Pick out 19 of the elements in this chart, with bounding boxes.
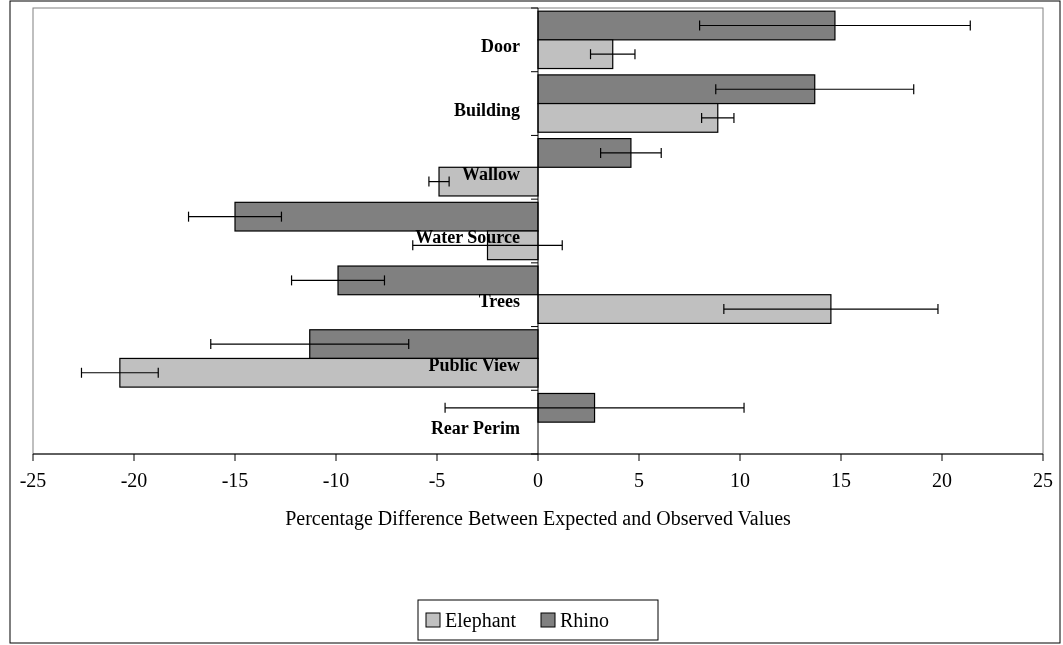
x-tick-label: -10 [322,469,350,491]
x-axis-title: Percentage Difference Between Expected and Observed Values [285,507,792,530]
x-tick-label: -5 [428,469,446,491]
x-tick-label: -15 [221,469,249,491]
x-tick-label: 5 [634,469,644,491]
legend-label: Rhino [560,609,609,631]
legend-label: Elephant [445,609,517,632]
x-tick-label: 10 [730,469,750,491]
x-tick-label: -20 [120,469,148,491]
y-tick-label: Building [453,99,520,120]
y-tick-label: Wallow [461,163,520,184]
y-tick-label: Trees [478,291,520,312]
x-tick-label: 15 [831,469,851,491]
x-tick-label: 0 [533,469,543,491]
y-tick-label: Rear Perim [430,418,520,439]
x-tick-label: 20 [932,469,952,491]
x-tick-label: 25 [1033,469,1053,491]
x-tick-label: -25 [19,469,47,491]
y-tick-label: Door [481,36,520,57]
